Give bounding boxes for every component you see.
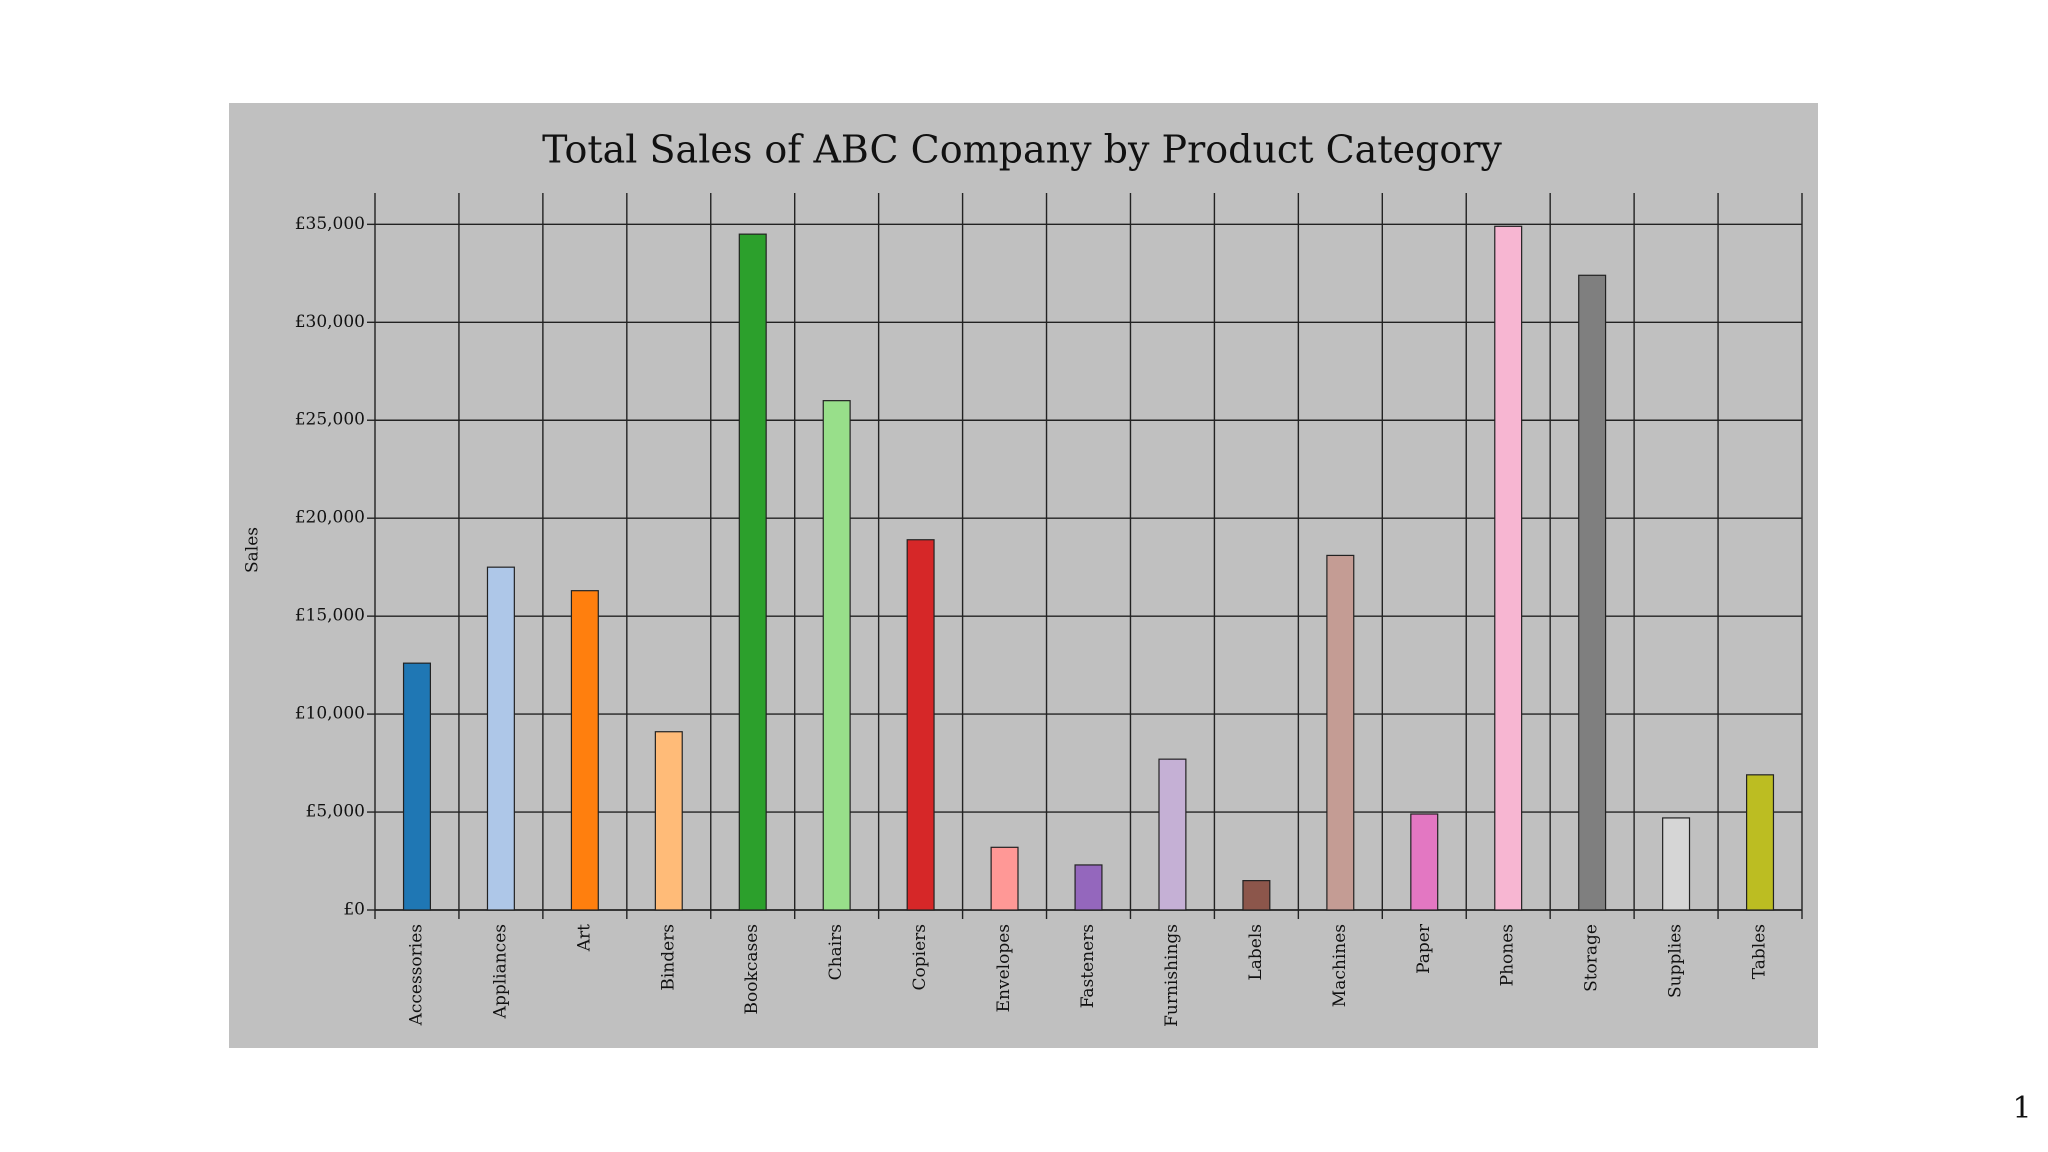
bar: [1494, 225, 1523, 911]
x-tick-label: Furnishings: [1162, 924, 1182, 1027]
x-tick-label: Phones: [1498, 924, 1518, 986]
bar: [486, 566, 515, 911]
bar: [906, 539, 935, 911]
x-tick-label: Appliances: [490, 924, 510, 1019]
bar: [1410, 813, 1439, 911]
x-tick-label: Chairs: [826, 924, 846, 980]
chart-title: Total Sales of ABC Company by Product Ca…: [542, 128, 1502, 172]
bar: [1242, 880, 1271, 911]
bar: [822, 400, 851, 911]
y-tick-label: £10,000: [295, 704, 365, 724]
x-tick-label: Storage: [1582, 924, 1602, 992]
bar: [1745, 774, 1775, 911]
y-axis-label: Sales: [243, 527, 263, 573]
bar: [654, 731, 683, 911]
y-tick-label: £0: [343, 900, 365, 920]
x-tick-label: Accessories: [406, 924, 426, 1026]
bar: [570, 590, 599, 911]
x-tick-label: Tables: [1750, 924, 1770, 979]
x-tick-label: Machines: [1330, 924, 1350, 1007]
y-tick-label: £30,000: [295, 312, 365, 332]
x-tick-label: Supplies: [1666, 924, 1686, 998]
y-tick-label: £35,000: [295, 214, 365, 234]
y-tick-label: £5,000: [306, 802, 365, 822]
bar: [990, 846, 1019, 911]
y-tick-label: £15,000: [295, 606, 365, 626]
x-tick-label: Envelopes: [994, 924, 1014, 1012]
bar: [1158, 758, 1187, 911]
bar: [1074, 864, 1103, 911]
x-tick-label: Copiers: [910, 924, 930, 990]
bar: [738, 233, 767, 911]
x-tick-label: Labels: [1246, 924, 1266, 981]
bar: [1326, 554, 1355, 911]
x-tick-label: Art: [574, 924, 594, 952]
bar: [1578, 274, 1607, 911]
x-tick-label: Fasteners: [1078, 924, 1098, 1008]
slide-number: 1: [2012, 1091, 2031, 1126]
x-tick-label: Binders: [658, 924, 678, 991]
bar: [1662, 817, 1691, 911]
x-tick-label: Paper: [1414, 923, 1434, 974]
y-tick-label: £25,000: [295, 410, 365, 430]
bar: [402, 662, 432, 911]
x-tick-label: Bookcases: [742, 924, 762, 1014]
y-tick-label: £20,000: [295, 508, 365, 528]
